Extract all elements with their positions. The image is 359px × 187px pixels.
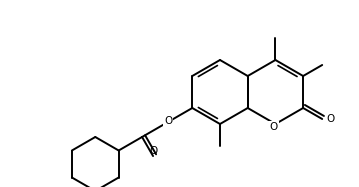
- Text: O: O: [269, 122, 278, 132]
- Text: O: O: [326, 114, 334, 124]
- Text: O: O: [164, 116, 172, 126]
- Text: O: O: [149, 146, 157, 156]
